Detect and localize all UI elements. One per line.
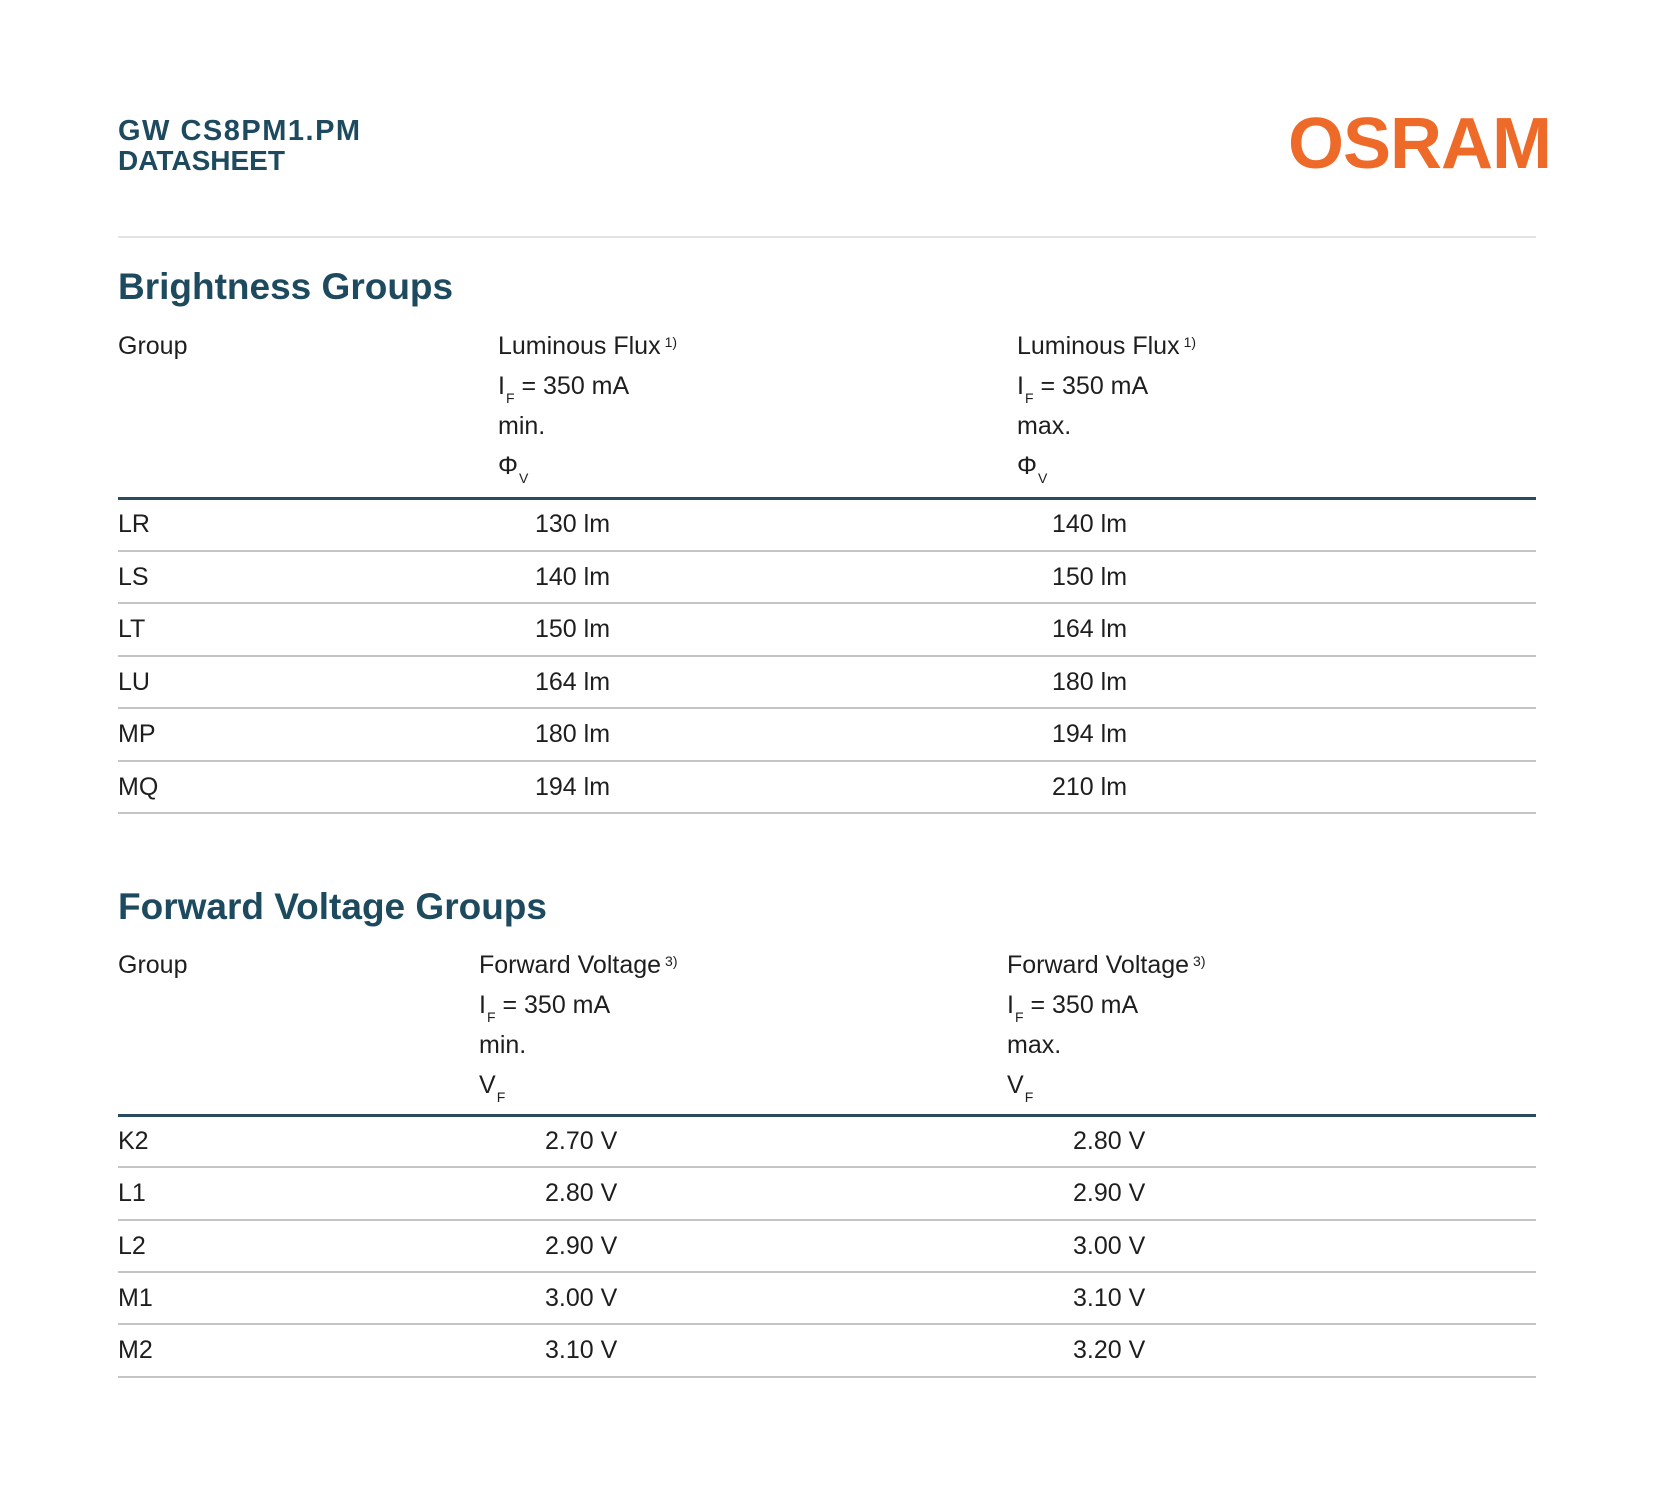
min-value-cell: 140 lm bbox=[535, 562, 611, 591]
max-value-cell: 3.10 V bbox=[1073, 1283, 1146, 1312]
group-cell: LU bbox=[118, 667, 150, 696]
group-cell: L2 bbox=[118, 1231, 146, 1260]
min-value-cell: 180 lm bbox=[535, 720, 611, 748]
min-value-cell: 194 lm bbox=[535, 772, 611, 801]
group-cell: MQ bbox=[118, 772, 159, 801]
group-cell: LT bbox=[118, 615, 146, 643]
row-divider bbox=[118, 707, 1536, 709]
min-value-cell: 2.90 V bbox=[545, 1231, 618, 1260]
max-value-cell: 164 lm bbox=[1052, 615, 1128, 643]
max-value-cell: 140 lm bbox=[1052, 510, 1128, 538]
min-value-cell: 164 lm bbox=[535, 667, 611, 696]
min-value-cell: 2.70 V bbox=[545, 1127, 618, 1155]
voltage-header-min: Forward Voltage 3) IF = 350 mA min. VF bbox=[479, 951, 678, 1105]
min-value-cell: 3.00 V bbox=[545, 1283, 618, 1312]
group-cell: LR bbox=[118, 510, 150, 538]
min-value-cell: 2.80 V bbox=[545, 1179, 618, 1208]
group-cell: M1 bbox=[118, 1283, 153, 1312]
max-value-cell: 210 lm bbox=[1052, 772, 1128, 801]
max-value-cell: 3.20 V bbox=[1073, 1336, 1146, 1365]
document-type: DATASHEET bbox=[118, 145, 285, 176]
product-name: GW CS8PM1.PM bbox=[118, 115, 362, 147]
max-value-cell: 194 lm bbox=[1052, 720, 1128, 748]
brightness-header-group: Group bbox=[118, 332, 188, 360]
max-value-cell: 180 lm bbox=[1052, 667, 1128, 696]
max-value-cell: 150 lm bbox=[1052, 562, 1128, 591]
group-cell: K2 bbox=[118, 1127, 149, 1155]
min-value-cell: 150 lm bbox=[535, 615, 611, 643]
row-divider bbox=[118, 1270, 1536, 1273]
brightness-header-min: Luminous Flux 1) IF = 350 mA min. ΦV bbox=[498, 332, 678, 486]
group-cell: MP bbox=[118, 720, 156, 748]
voltage-header-group: Group bbox=[118, 951, 188, 979]
max-value-cell: 3.00 V bbox=[1073, 1231, 1146, 1260]
voltage-header-rule bbox=[118, 1114, 1536, 1117]
row-divider bbox=[118, 812, 1536, 814]
min-value-cell: 3.10 V bbox=[545, 1336, 618, 1365]
osram-logo: OSRAM bbox=[1288, 104, 1552, 184]
max-value-cell: 2.80 V bbox=[1073, 1127, 1146, 1155]
row-divider bbox=[118, 1218, 1536, 1221]
group-cell: M2 bbox=[118, 1336, 153, 1365]
max-value-cell: 2.90 V bbox=[1073, 1179, 1146, 1208]
row-divider bbox=[118, 759, 1536, 762]
header-divider bbox=[118, 236, 1536, 238]
row-divider bbox=[118, 602, 1536, 604]
voltage-header-max: Forward Voltage 3) IF = 350 mA max. VF bbox=[1007, 951, 1206, 1105]
row-divider bbox=[118, 1375, 1536, 1378]
group-cell: L1 bbox=[118, 1179, 146, 1208]
row-divider bbox=[118, 549, 1536, 552]
brightness-header-rule bbox=[118, 497, 1536, 500]
row-divider bbox=[118, 1323, 1536, 1326]
brightness-groups-title: Brightness Groups bbox=[118, 266, 454, 307]
row-divider bbox=[118, 1166, 1536, 1169]
group-cell: LS bbox=[118, 562, 149, 591]
forward-voltage-groups-title: Forward Voltage Groups bbox=[118, 886, 547, 927]
brightness-header-max: Luminous Flux 1) IF = 350 mA max. ΦV bbox=[1017, 332, 1197, 486]
min-value-cell: 130 lm bbox=[535, 510, 611, 538]
row-divider bbox=[118, 654, 1536, 657]
